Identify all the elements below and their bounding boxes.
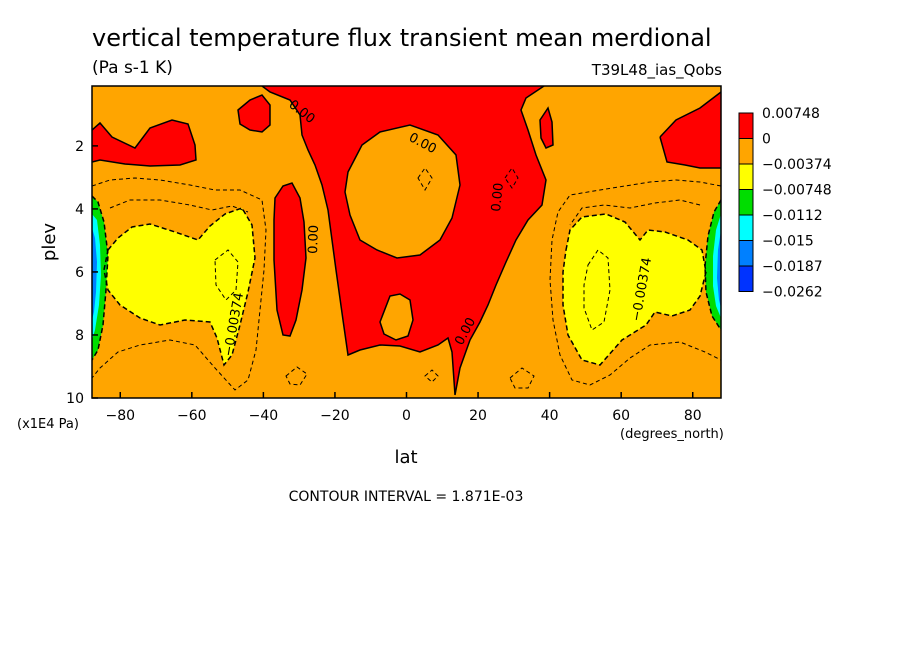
legend-level-5: −0.015 [762, 234, 814, 250]
zero-contour-center [261, 86, 547, 396]
contour-bottom-right [509, 367, 535, 389]
legend-swatch-3 [738, 189, 754, 216]
y-tick-label-4: 10 [66, 391, 84, 407]
plot-area: 0.00 0.00 0.00 0.00 0.00 −0.00374 −0.003… [66, 85, 722, 424]
x-tick-label-8: 80 [684, 408, 702, 424]
red-region-left-top [92, 120, 196, 166]
orange-island-center [345, 125, 460, 258]
neg-contours-thin [92, 167, 721, 391]
y-axis-units: (x1E4 Pa) [17, 417, 79, 432]
contour-label-3: 0.00 [306, 225, 322, 254]
y-tick-label-3: 8 [75, 328, 84, 344]
x-tick-label-3: −20 [320, 408, 350, 424]
zero-contour-island [344, 124, 461, 259]
contour-yellow-left [103, 207, 256, 367]
y-tick-label-0: 2 [75, 139, 84, 155]
contour-right-inner [583, 249, 611, 331]
red-region-column [274, 183, 306, 336]
contour-left-outer [92, 177, 267, 391]
x-tick-label-4: 0 [402, 408, 411, 424]
red-region-right-top-2 [540, 108, 553, 148]
red-region-right-top [660, 92, 721, 168]
x-axis-label: lat [394, 447, 417, 468]
contour-right-mid [569, 199, 701, 226]
y-tick-label-1: 4 [75, 202, 84, 218]
zero-contour-column [273, 182, 307, 337]
contour-yellow-right [562, 213, 707, 366]
units-label: (Pa s-1 K) [92, 58, 173, 78]
legend-level-2: −0.00374 [762, 157, 832, 173]
contour-island-inner [417, 167, 433, 191]
contour-fill [92, 86, 721, 398]
x-axis-units: (degrees_north) [620, 427, 724, 442]
run-label: T39L48_ias_Qobs [591, 61, 722, 80]
colorbar-legend: 0.00748 0 −0.00374 −0.00748 −0.0112 −0.015 −0.… [738, 106, 832, 301]
legend-swatch-4 [738, 214, 754, 241]
contour-interval-text: CONTOUR INTERVAL = 1.871E-03 [289, 489, 524, 505]
legend-swatch-1 [738, 138, 754, 165]
contour-right-outer [549, 179, 721, 386]
legend-level-3: −0.00748 [762, 183, 832, 199]
zero-contours [92, 86, 721, 396]
x-tick-label-6: 40 [541, 408, 559, 424]
legend-level-4: −0.0112 [762, 208, 823, 224]
legend-level-1: 0 [762, 132, 771, 148]
legend-swatch-5 [738, 240, 754, 267]
zero-contour-right-top-2 [539, 106, 554, 149]
x-tick-label-0: −80 [105, 408, 135, 424]
legend-level-7: −0.0262 [762, 285, 823, 301]
axes: −80 −60 −40 −20 0 20 40 60 80 2 4 6 8 10 [66, 139, 701, 424]
blue-region-right [717, 230, 721, 308]
zero-contour-right-top [659, 91, 721, 169]
x-tick-label-7: 60 [612, 408, 630, 424]
contour-island-inner-2 [504, 167, 519, 189]
legend-swatch-6 [738, 265, 754, 292]
chart-title: vertical temperature flux transient mean… [92, 24, 712, 52]
contour-green-right [704, 199, 721, 331]
yellow-region-right [563, 214, 706, 365]
neg-contours-bold [92, 195, 721, 367]
zero-contour-island-small [379, 293, 414, 341]
legend-swatch-0 [738, 112, 754, 139]
yellow-region-left [104, 208, 255, 365]
x-tick-label-1: −60 [177, 408, 207, 424]
contour-left-inner [214, 249, 239, 301]
legend-level-0: 0.00748 [762, 106, 820, 122]
contour-green-left [92, 195, 109, 361]
y-axis-label: plev [39, 223, 60, 262]
zero-contour-left-top [92, 119, 197, 167]
x-tick-label-5: 20 [469, 408, 487, 424]
zero-contour-left-top-2 [237, 94, 271, 133]
legend-swatch-2 [738, 163, 754, 190]
y-tick-label-2: 6 [75, 265, 84, 281]
contour-label-4: 0.00 [489, 182, 507, 212]
contour-left-mid [109, 199, 249, 213]
blue-region-left [92, 228, 97, 320]
x-tick-label-2: −40 [249, 408, 279, 424]
orange-island-small [380, 294, 413, 340]
legend-level-6: −0.0187 [762, 259, 823, 275]
contour-bottom-left [285, 366, 308, 386]
contour-bottom-mid [424, 369, 439, 383]
